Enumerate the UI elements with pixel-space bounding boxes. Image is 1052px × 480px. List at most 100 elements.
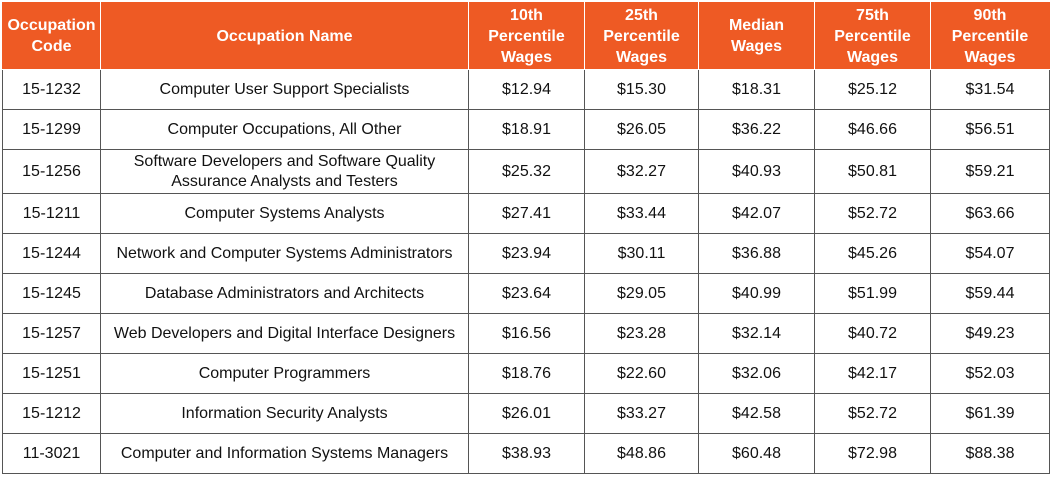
median-wage-cell: $60.48 xyxy=(698,433,815,474)
header-line: Wages xyxy=(731,38,782,55)
name-line: Software Developers and Software Quality xyxy=(133,152,436,170)
name-line: Computer Systems Analysts xyxy=(184,204,385,222)
header-line: 75th xyxy=(856,6,889,24)
table-row: 15-1245 Database Administrators and Arch… xyxy=(2,273,1050,314)
table-row: 15-1256 Software Developers and Software… xyxy=(2,149,1050,194)
column-header-90th-percentile: 90th Percentile Wages xyxy=(930,2,1050,70)
p75-wage-cell: $46.66 xyxy=(814,109,931,150)
p25-wage-cell: $33.27 xyxy=(584,393,699,434)
p90-wage-cell: $54.07 xyxy=(930,233,1050,274)
header-line: Percentile xyxy=(603,27,680,45)
occupation-code-cell: 15-1256 xyxy=(2,149,101,194)
header-line: Occupation Name xyxy=(216,27,353,45)
p25-wage-cell: $48.86 xyxy=(584,433,699,474)
p75-wage-cell: $25.12 xyxy=(814,69,931,110)
occupation-code-cell: 15-1244 xyxy=(2,233,101,274)
table-row: 15-1299 Computer Occupations, All Other … xyxy=(2,109,1050,150)
p90-wage-cell: $31.54 xyxy=(930,69,1050,110)
table-row: 15-1211 Computer Systems Analysts $27.41… xyxy=(2,193,1050,234)
occupation-name-cell: Computer and Information Systems Manager… xyxy=(100,433,469,474)
median-wage-cell: $36.22 xyxy=(698,109,815,150)
name-line: Database Administrators and Architects xyxy=(144,284,425,302)
p10-wage-cell: $38.93 xyxy=(468,433,585,474)
p10-wage-cell: $27.41 xyxy=(468,193,585,234)
occupation-code-cell: 15-1299 xyxy=(2,109,101,150)
occupation-code-cell: 11-3021 xyxy=(2,433,101,474)
p75-wage-cell: $40.72 xyxy=(814,313,931,354)
column-header-occupation-code: Occupation Code xyxy=(2,2,101,70)
p90-wage-cell: $88.38 xyxy=(930,433,1050,474)
p90-wage-cell: $59.44 xyxy=(930,273,1050,314)
median-wage-cell: $32.06 xyxy=(698,353,815,394)
p90-wage-cell: $56.51 xyxy=(930,109,1050,150)
median-wage-cell: $18.31 xyxy=(698,69,815,110)
name-line: Information Security Analysts xyxy=(181,404,388,422)
median-wage-cell: $36.88 xyxy=(698,233,815,274)
p25-wage-cell: $30.11 xyxy=(584,233,699,274)
name-line: Computer User Support Specialists xyxy=(159,80,410,98)
p10-wage-cell: $25.32 xyxy=(468,149,585,194)
p25-wage-cell: $23.28 xyxy=(584,313,699,354)
p75-wage-cell: $45.26 xyxy=(814,233,931,274)
table-row: 15-1232 Computer User Support Specialist… xyxy=(2,69,1050,110)
header-line: Wages xyxy=(964,48,1016,66)
header-line: Wages xyxy=(847,48,898,66)
header-line: Percentile xyxy=(834,27,911,45)
p90-wage-cell: $52.03 xyxy=(930,353,1050,394)
p10-wage-cell: $26.01 xyxy=(468,393,585,434)
occupation-name-cell: Network and Computer Systems Administrat… xyxy=(100,233,469,274)
header-line: 25th xyxy=(625,6,658,24)
p75-wage-cell: $50.81 xyxy=(814,149,931,194)
name-line: Computer Occupations, All Other xyxy=(167,120,402,138)
occupation-name-cell: Computer Programmers xyxy=(100,353,469,394)
p90-wage-cell: $49.23 xyxy=(930,313,1050,354)
header-line: Percentile xyxy=(488,27,565,45)
p10-wage-cell: $12.94 xyxy=(468,69,585,110)
occupation-code-cell: 15-1245 xyxy=(2,273,101,314)
p25-wage-cell: $26.05 xyxy=(584,109,699,150)
p75-wage-cell: $52.72 xyxy=(814,193,931,234)
table-row: 15-1212 Information Security Analysts $2… xyxy=(2,393,1050,434)
name-line: Computer and Information Systems Manager… xyxy=(120,444,449,462)
median-wage-cell: $42.07 xyxy=(698,193,815,234)
header-line: Code xyxy=(31,38,72,55)
median-wage-cell: $32.14 xyxy=(698,313,815,354)
occupation-name-cell: Computer Systems Analysts xyxy=(100,193,469,234)
header-line: Wages xyxy=(616,48,667,66)
p75-wage-cell: $42.17 xyxy=(814,353,931,394)
table-row: 15-1251 Computer Programmers $18.76 $22.… xyxy=(2,353,1050,394)
column-header-median-wages: Median Wages xyxy=(698,2,815,70)
column-header-25th-percentile: 25th Percentile Wages xyxy=(584,2,699,70)
p90-wage-cell: $59.21 xyxy=(930,149,1050,194)
p25-wage-cell: $29.05 xyxy=(584,273,699,314)
p10-wage-cell: $16.56 xyxy=(468,313,585,354)
occupation-code-cell: 15-1211 xyxy=(2,193,101,234)
header-line: Wages xyxy=(501,48,552,66)
occupation-name-cell: Web Developers and Digital Interface Des… xyxy=(100,313,469,354)
column-header-75th-percentile: 75th Percentile Wages xyxy=(814,2,931,70)
p25-wage-cell: $33.44 xyxy=(584,193,699,234)
occupation-name-cell: Database Administrators and Architects xyxy=(100,273,469,314)
occupation-code-cell: 15-1251 xyxy=(2,353,101,394)
header-line: 10th xyxy=(510,6,543,24)
table-row: 15-1257 Web Developers and Digital Inter… xyxy=(2,313,1050,354)
occupation-wage-table: Occupation Code Occupation Name 10th Per… xyxy=(2,2,1050,474)
name-line: Computer Programmers xyxy=(198,364,371,382)
occupation-code-cell: 15-1232 xyxy=(2,69,101,110)
p10-wage-cell: $23.64 xyxy=(468,273,585,314)
table-header-row: Occupation Code Occupation Name 10th Per… xyxy=(2,2,1050,70)
p90-wage-cell: $61.39 xyxy=(930,393,1050,434)
median-wage-cell: $42.58 xyxy=(698,393,815,434)
p10-wage-cell: $18.91 xyxy=(468,109,585,150)
median-wage-cell: $40.99 xyxy=(698,273,815,314)
p10-wage-cell: $18.76 xyxy=(468,353,585,394)
p75-wage-cell: $72.98 xyxy=(814,433,931,474)
occupation-name-cell: Computer User Support Specialists xyxy=(100,69,469,110)
wage-table-container: Occupation Code Occupation Name 10th Per… xyxy=(2,2,1050,474)
occupation-name-cell: Software Developers and Software Quality… xyxy=(100,149,469,194)
occupation-code-cell: 15-1257 xyxy=(2,313,101,354)
name-line: Network and Computer Systems Administrat… xyxy=(116,244,453,262)
header-line: 90th xyxy=(973,6,1007,24)
occupation-code-cell: 15-1212 xyxy=(2,393,101,434)
occupation-name-cell: Computer Occupations, All Other xyxy=(100,109,469,150)
